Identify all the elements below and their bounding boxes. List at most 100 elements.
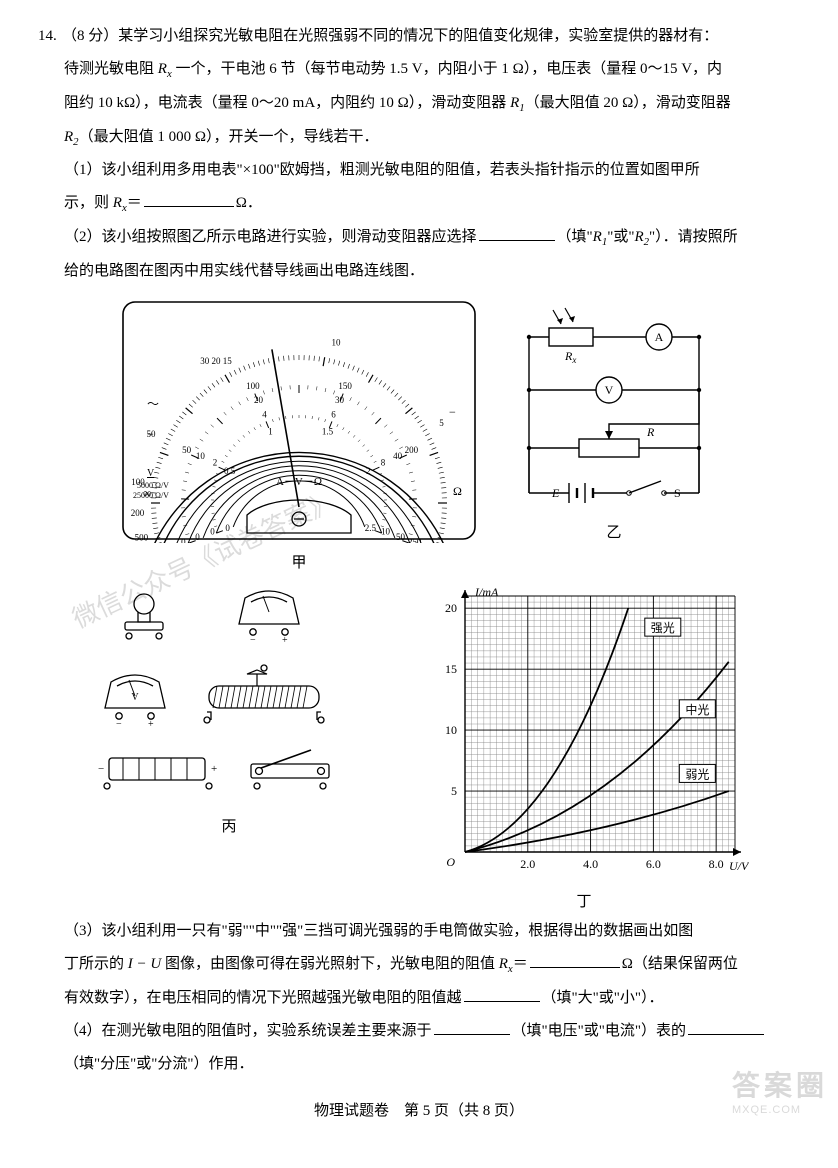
sym-r2-2: R2 — [634, 229, 649, 245]
svg-text:+: + — [211, 763, 217, 775]
svg-text:I/mA: I/mA — [474, 585, 499, 599]
p3a: （3）该小组利用一只有"弱""中""强"三挡可调光强弱的手电筒做实验，根据得出的… — [64, 923, 693, 939]
blank-4 — [464, 986, 540, 1002]
svg-text:10: 10 — [445, 723, 457, 737]
svg-text:200: 200 — [405, 445, 419, 455]
figure-row-1: 1 K5002001005030 20 151050Ω∞050100150200… — [38, 298, 800, 572]
svg-text:−: − — [98, 763, 104, 775]
blank-5 — [434, 1019, 510, 1035]
blank-3 — [530, 952, 620, 968]
circuit-diagram: RxAVRES — [509, 298, 719, 513]
svg-text:强光: 强光 — [651, 621, 675, 635]
page-footer: 物理试题卷 第 5 页（共 8 页） — [38, 1099, 800, 1120]
intro-3a: （最大阻值 20 Ω），滑动变阻器 — [525, 95, 731, 111]
components-sketch: −+−+V−+ — [89, 582, 369, 807]
svg-text:弱光: 弱光 — [685, 767, 709, 781]
svg-text:40: 40 — [393, 451, 403, 461]
p1d: Ω． — [236, 195, 262, 211]
svg-text:10: 10 — [381, 526, 391, 536]
svg-text:30 20 15: 30 20 15 — [200, 356, 232, 366]
svg-text:A－V－Ω: A－V－Ω — [276, 476, 322, 488]
figure-components: −+−+V−+ 丙 — [89, 582, 369, 836]
svg-text:−: − — [449, 405, 456, 419]
figure-circuit: RxAVRES 乙 — [509, 298, 719, 542]
svg-text:20: 20 — [445, 601, 457, 615]
question-points: （8 分） — [62, 28, 118, 44]
svg-text:O: O — [446, 855, 455, 869]
svg-text:U/V: U/V — [729, 859, 749, 873]
page: 微信公众号《试卷答案》 答案圈 MXQE.COM 14.（8 分）某学习小组探究… — [0, 0, 838, 1130]
sym-rx-2: Rx — [113, 195, 127, 211]
svg-text:2: 2 — [366, 466, 371, 476]
blank-2 — [479, 225, 555, 241]
multimeter-dial: 1 K5002001005030 20 151050Ω∞050100150200… — [119, 298, 479, 543]
svg-text:0: 0 — [210, 526, 215, 536]
svg-text:0: 0 — [181, 537, 186, 543]
svg-text:V: V — [147, 468, 155, 479]
p1c: ＝ — [127, 195, 142, 211]
sym-rx: Rx — [158, 61, 172, 77]
p3bb: 图像，由图像可得在弱光照射下，光敏电阻的阻值 — [161, 956, 499, 972]
p3e: 有效数字），在电压相同的情况下光照越强光敏电阻的阻值越 — [64, 990, 462, 1006]
svg-text:−: − — [116, 719, 122, 730]
p2a: （2）该小组按照图乙所示电路进行实验，则滑动变阻器应选择 — [64, 229, 477, 245]
svg-text:0: 0 — [225, 523, 230, 533]
svg-text:−: − — [147, 427, 154, 441]
svg-text:～: ～ — [147, 397, 159, 411]
intro-2: 待测光敏电阻 — [64, 61, 158, 77]
svg-text:30: 30 — [335, 395, 345, 405]
svg-text:100: 100 — [246, 381, 260, 391]
figure-chart: 2.04.06.08.05101520OI/mAU/V强光中光弱光 丁 — [419, 582, 749, 911]
p2d: "）．请按照所 — [649, 229, 738, 245]
p2b: （填" — [557, 229, 593, 245]
svg-text:8.0: 8.0 — [709, 857, 724, 871]
svg-text:5000 Ω/V: 5000 Ω/V — [137, 481, 169, 490]
svg-text:V: V — [605, 383, 614, 397]
svg-text:50: 50 — [182, 445, 192, 455]
sym-rx-3: Rx — [499, 956, 513, 972]
svg-text:10: 10 — [331, 337, 341, 347]
svg-text:Rx: Rx — [564, 349, 576, 365]
svg-text:+: + — [148, 719, 154, 730]
svg-text:2.0: 2.0 — [520, 857, 535, 871]
svg-text:2.5: 2.5 — [365, 523, 377, 533]
caption-yi: 乙 — [606, 521, 621, 542]
sym-r2: R2 — [64, 129, 79, 145]
p1a: （1）该小组利用多用电表"×100"欧姆挡，粗测光敏电阻的阻值，若表头指针指示的… — [64, 162, 700, 178]
p2c: "或" — [607, 229, 634, 245]
svg-text:0: 0 — [195, 532, 200, 542]
svg-text:10: 10 — [196, 451, 206, 461]
svg-text:4: 4 — [262, 409, 267, 419]
svg-text:A: A — [655, 330, 664, 344]
caption-bing: 丙 — [221, 815, 236, 836]
caption-ding: 丁 — [576, 890, 591, 911]
p1b: 示，则 — [64, 195, 113, 211]
question-body: 14.（8 分）某学习小组探究光敏电阻在光照强弱不同的情况下的阻值变化规律，实验… — [38, 20, 800, 1081]
blank-1 — [144, 191, 234, 207]
p4c: （填"分压"或"分流"）作用． — [64, 1056, 254, 1072]
svg-text:250: 250 — [408, 537, 422, 543]
svg-text:1: 1 — [268, 426, 273, 436]
svg-text:4.0: 4.0 — [583, 857, 598, 871]
caption-jia: 甲 — [291, 551, 306, 572]
svg-text:0.5: 0.5 — [224, 466, 236, 476]
svg-text:+: + — [282, 635, 288, 646]
svg-text:中光: 中光 — [685, 702, 709, 717]
iu-chart: 2.04.06.08.05101520OI/mAU/V强光中光弱光 — [419, 582, 749, 882]
svg-text:6.0: 6.0 — [646, 857, 661, 871]
p3b: 丁所示的 — [64, 956, 128, 972]
p4a: （4）在测光敏电阻的阻值时，实验系统误差主要来源于 — [64, 1023, 432, 1039]
sym-r1-2: R1 — [593, 229, 608, 245]
svg-text:V: V — [131, 692, 139, 703]
svg-text:E: E — [551, 486, 560, 500]
svg-text:6: 6 — [331, 409, 336, 419]
sym-r1: R1 — [510, 95, 525, 111]
svg-text:5: 5 — [451, 784, 457, 798]
svg-text:8: 8 — [381, 457, 386, 467]
svg-text:25000 Ω/V: 25000 Ω/V — [133, 491, 169, 500]
intro-4a: （最大阻值 1 000 Ω），开关一个，导线若干． — [79, 129, 379, 145]
svg-text:20: 20 — [254, 395, 264, 405]
svg-text:R: R — [646, 425, 655, 439]
question-number: 14. — [38, 20, 62, 53]
svg-text:2: 2 — [213, 457, 218, 467]
